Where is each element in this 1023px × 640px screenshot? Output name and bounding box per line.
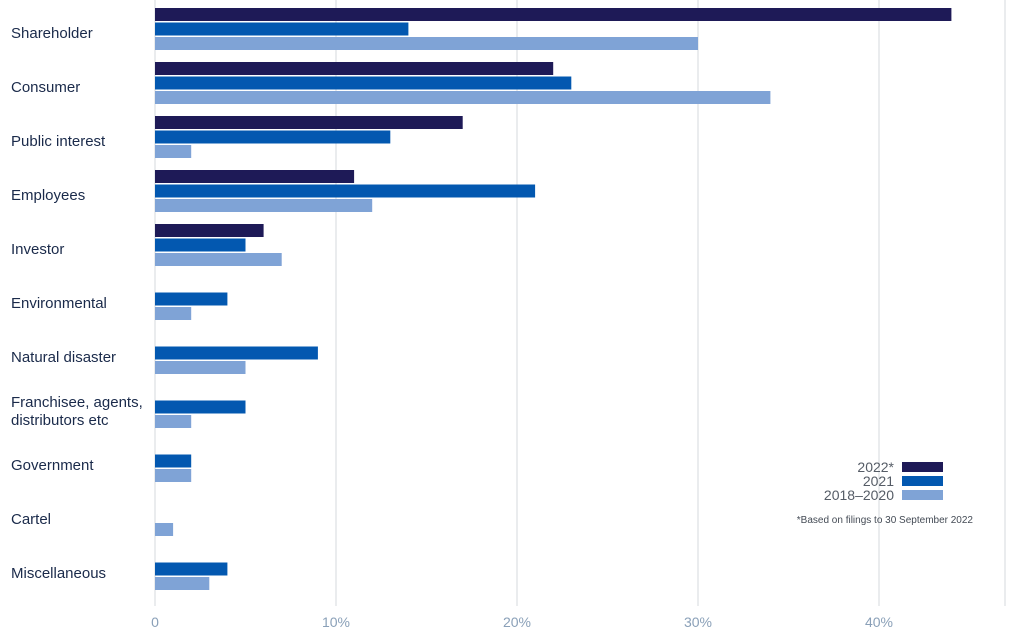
bar-4-2 (155, 253, 282, 266)
x-tick-label-2: 20% (503, 614, 531, 630)
bar-0-0 (155, 8, 952, 21)
category-label-line: Franchisee, agents, (11, 394, 143, 411)
legend-swatch-2 (902, 490, 943, 500)
bar-8-1 (155, 454, 192, 468)
category-label-line: Shareholder (11, 25, 93, 42)
bar-5-2 (155, 307, 192, 320)
legend-label-0: 2022* (857, 459, 894, 475)
legend-swatch-0 (902, 462, 943, 472)
bar-3-2 (155, 199, 373, 212)
bar-1-1 (155, 76, 572, 90)
x-tick-label-3: 30% (684, 614, 712, 630)
bar-6-2 (155, 361, 246, 374)
bar-5-1 (155, 292, 228, 306)
bar-7-1 (155, 400, 246, 414)
x-axis-tick-labels: 0 10% 20% 30% 40% (151, 614, 893, 630)
category-label-0: Shareholder (11, 25, 93, 42)
category-label-9: Cartel (11, 511, 51, 528)
legend-label-2: 2018–2020 (824, 487, 894, 503)
category-label-line: Cartel (11, 511, 51, 528)
category-label-5: Environmental (11, 295, 107, 312)
category-label-line: distributors etc (11, 412, 109, 429)
category-label-6: Natural disaster (11, 349, 116, 366)
category-label-4: Investor (11, 241, 64, 258)
legend-label-1: 2021 (863, 473, 894, 489)
bar-3-0 (155, 170, 355, 183)
category-labels: Shareholder Consumer Public interest Employ… (11, 25, 143, 582)
category-label-line: Consumer (11, 79, 80, 96)
bar-1-2 (155, 91, 771, 104)
bar-10-1 (155, 562, 228, 576)
category-label-line: Natural disaster (11, 349, 116, 366)
category-label-line: Employees (11, 187, 85, 204)
category-label-line: Investor (11, 241, 64, 258)
category-label-3: Employees (11, 187, 85, 204)
bar-2-1 (155, 130, 391, 144)
bar-1-0 (155, 62, 554, 75)
bar-9-2 (155, 523, 174, 536)
bar-2-0 (155, 116, 463, 129)
x-tick-label-1: 10% (322, 614, 350, 630)
category-label-line: Environmental (11, 295, 107, 312)
category-label-2: Public interest (11, 133, 106, 150)
category-label-7: Franchisee, agents, distributors etc (11, 394, 143, 429)
bar-0-1 (155, 22, 409, 36)
x-tick-label-0: 0 (151, 614, 159, 630)
category-label-line: Miscellaneous (11, 565, 106, 582)
bar-0-2 (155, 37, 698, 50)
category-label-line: Public interest (11, 133, 106, 150)
bar-4-0 (155, 224, 264, 237)
bar-2-2 (155, 145, 192, 158)
category-label-1: Consumer (11, 79, 80, 96)
footnote: *Based on filings to 30 September 2022 (797, 515, 974, 526)
bar-10-2 (155, 577, 210, 590)
bar-4-1 (155, 238, 246, 252)
bar-7-2 (155, 415, 192, 428)
bars (155, 8, 952, 590)
bar-8-2 (155, 469, 192, 482)
x-tick-label-4: 40% (865, 614, 893, 630)
bar-6-1 (155, 346, 318, 360)
legend-swatch-1 (902, 476, 943, 486)
category-label-8: Government (11, 457, 94, 474)
category-label-line: Government (11, 457, 94, 474)
bar-3-1 (155, 184, 536, 198)
category-label-10: Miscellaneous (11, 565, 106, 582)
